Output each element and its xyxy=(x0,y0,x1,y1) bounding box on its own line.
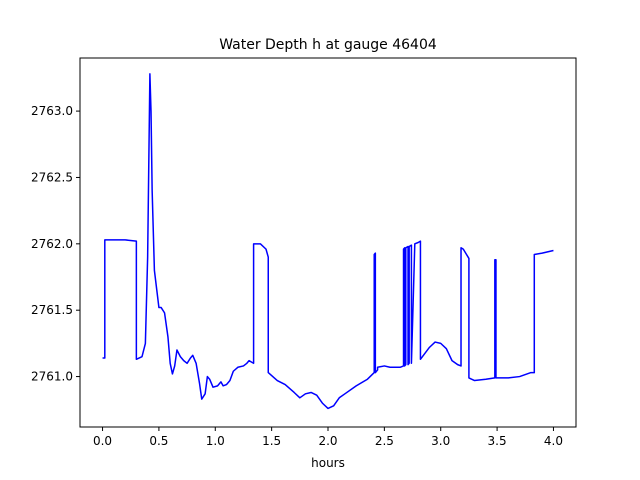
chart-title: Water Depth h at gauge 46404 xyxy=(219,37,437,53)
y-axis: 2761.0 2761.5 2762.0 2762.5 2763.0 xyxy=(31,104,80,384)
x-axis: 0.0 0.5 1.0 1.5 2.0 2.5 3.0 3.5 4.0 xyxy=(93,427,563,448)
y-tick-label: 2763.0 xyxy=(31,104,73,118)
x-tick-label: 3.5 xyxy=(488,434,507,448)
y-tick-label: 2761.0 xyxy=(31,370,73,384)
x-tick-label: 1.0 xyxy=(206,434,225,448)
x-tick-label: 2.5 xyxy=(375,434,394,448)
x-axis-label: hours xyxy=(311,456,345,470)
x-tick-label: 3.0 xyxy=(431,434,450,448)
x-tick-label: 1.5 xyxy=(262,434,281,448)
series-line xyxy=(102,73,554,410)
y-tick-label: 2761.5 xyxy=(31,303,73,317)
y-tick-label: 2762.0 xyxy=(31,237,73,251)
x-tick-label: 0.0 xyxy=(93,434,112,448)
x-tick-label: 4.0 xyxy=(544,434,563,448)
series-layer xyxy=(102,73,554,410)
y-tick-label: 2762.5 xyxy=(31,170,73,184)
x-tick-label: 2.0 xyxy=(318,434,337,448)
x-tick-label: 0.5 xyxy=(149,434,168,448)
